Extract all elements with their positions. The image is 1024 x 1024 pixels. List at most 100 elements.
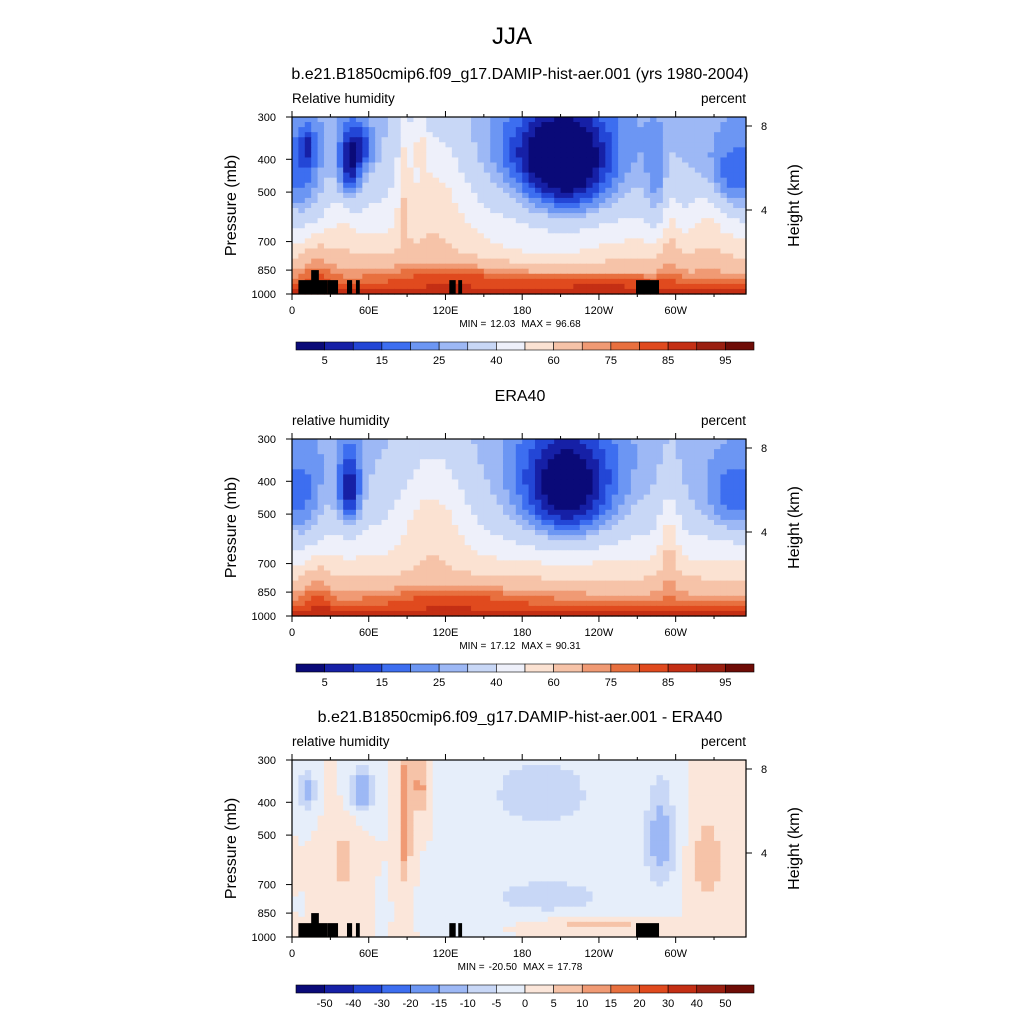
heatmap-cell [477,545,485,551]
heatmap-cell [477,137,485,143]
heatmap-cell [362,474,370,481]
heatmap-cell [560,223,568,229]
heatmap-cell [311,535,319,541]
heatmap-cell [496,137,504,143]
heatmap-cell [541,177,549,184]
heatmap-cell [407,218,415,224]
heatmap-cell [554,519,562,526]
heatmap-cell [387,464,395,470]
heatmap-cell [669,540,677,546]
heatmap-cell [355,127,363,133]
heatmap-cell [349,575,357,582]
topography-block [449,280,456,294]
heatmap-cell [694,489,702,496]
heatmap-cell [400,197,408,204]
heatmap-cell [451,218,459,224]
heatmap-cell [528,444,536,450]
heatmap-cell [330,142,338,148]
heatmap-cell [579,258,587,265]
heatmap-cell [292,459,299,465]
heatmap-cell [355,530,363,536]
heatmap-cell [407,565,415,572]
heatmap-cell [707,238,715,245]
heatmap-cell [490,268,498,275]
heatmap-cell [726,122,734,128]
heatmap-cell [503,218,510,224]
heatmap-cell [618,560,626,567]
heatmap-cell [304,585,312,592]
heatmap-cell [317,218,325,224]
heatmap-cell [624,137,632,143]
heatmap-cell [490,248,498,255]
heatmap-cell [714,595,722,602]
heatmap-cell [349,540,357,546]
heatmap-cell [650,197,658,204]
heatmap-cell [733,590,741,597]
heatmap-cell [509,489,517,496]
heatmap-cell [541,454,549,460]
heatmap-cell [650,202,658,209]
heatmap-cell [720,454,728,460]
heatmap-cell [541,167,549,174]
heatmap-cell [400,187,408,194]
heatmap-cell [355,152,363,159]
heatmap-cell [534,479,542,486]
heatmap-cell [490,208,498,214]
heatmap-cell [458,580,466,587]
heatmap-cell [330,595,338,602]
heatmap-cell [368,142,376,148]
heatmap-cell [547,218,555,224]
heatmap-cell [298,263,306,270]
heatmap-cell [490,484,498,491]
heatmap-cell [541,499,549,506]
heatmap-cell [541,157,549,164]
heatmap-cell [662,560,670,567]
heatmap-cell [637,197,645,204]
heatmap-cell [426,127,434,133]
heatmap-cell [656,439,664,445]
heatmap-cell [541,263,549,270]
heatmap-cell [509,278,517,285]
heatmap-cell [733,208,741,214]
heatmap-cell [720,459,728,465]
heatmap-cell [458,172,466,179]
heatmap-cell [483,575,491,582]
heatmap-cell [714,172,722,179]
heatmap-cell [592,449,600,455]
heatmap-cell [477,459,485,465]
heatmap-cell [598,474,606,481]
heatmap-cell [317,454,325,460]
heatmap-cell [528,223,536,229]
heatmap-cell [618,213,626,219]
heatmap-cell [733,152,741,159]
heatmap-cell [355,238,363,245]
heatmap-cell [439,187,447,194]
heatmap-cell [413,182,421,189]
heatmap-cell [669,223,677,229]
heatmap-cell [656,484,664,491]
heatmap-cell [656,243,664,250]
heatmap-cell [394,439,402,445]
heatmap-cell [496,499,504,506]
heatmap-cell [630,162,638,169]
heatmap-cell [541,278,549,285]
heatmap-cell [509,540,517,546]
heatmap-cell [464,192,472,199]
heatmap-cell [413,177,421,184]
heatmap-cell [496,117,504,123]
heatmap-cell [579,570,587,577]
heatmap-cell [707,288,715,295]
heatmap-cell [637,504,645,511]
heatmap-cell [630,484,638,491]
heatmap-cell [554,454,562,460]
heatmap-cell [490,474,498,481]
heatmap-cell [637,570,645,577]
heatmap-cell [426,142,434,148]
heatmap-cell [330,273,338,280]
heatmap-cell [573,540,581,546]
heatmap-cell [592,258,600,265]
heatmap-cell [477,550,485,556]
heatmap-cell [298,258,306,265]
heatmap-cell [579,167,587,174]
heatmap-cell [522,570,530,577]
